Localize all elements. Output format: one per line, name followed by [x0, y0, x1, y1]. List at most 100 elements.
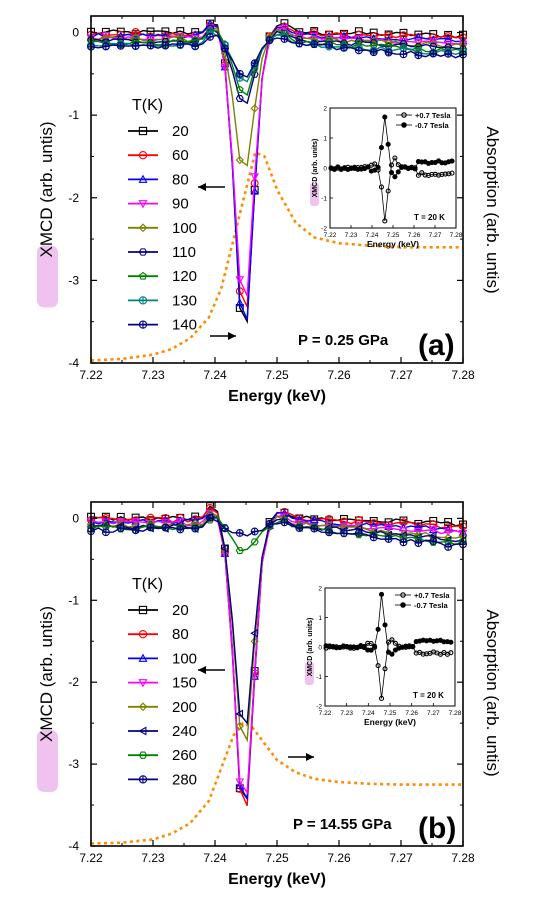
data-point: [138, 223, 148, 233]
data-point: [429, 171, 435, 177]
data-point: [385, 141, 391, 147]
panel-label: (b): [418, 812, 456, 845]
data-point: [389, 651, 395, 657]
data-point: [375, 663, 381, 669]
data-point: [372, 167, 378, 173]
data-point: [414, 528, 423, 536]
inset-y-tick-label: -1: [316, 674, 322, 681]
data-point: [235, 85, 244, 93]
data-point: [414, 534, 423, 542]
inset-y-tick-label: 1: [323, 136, 327, 143]
inset-series: [328, 114, 455, 180]
data-point: [378, 145, 385, 151]
y-tick-label: -2: [68, 191, 79, 205]
data-point: [138, 751, 148, 759]
x-axis-label: Energy (keV): [228, 871, 326, 888]
data-point: [449, 158, 455, 164]
inset-y-axis-label: XMCD (arb. units): [312, 139, 319, 198]
data-point: [382, 666, 388, 672]
inset-x-tick-label: 7.28: [450, 232, 463, 239]
data-point: [365, 164, 371, 170]
data-point: [375, 164, 381, 170]
y-tick-label: -2: [68, 675, 79, 689]
legend-label: 90: [172, 196, 189, 213]
data-point: [309, 30, 319, 39]
data-point: [444, 538, 453, 546]
x-tick-label: 7.26: [327, 368, 351, 382]
data-point: [378, 184, 385, 190]
inset-series: [323, 591, 454, 657]
legend-label: 130: [172, 292, 197, 309]
legend-label: 80: [172, 626, 189, 643]
data-point: [138, 726, 147, 736]
inset-y-tick-label: 2: [318, 586, 322, 593]
inset-x-axis-label: Energy (keV): [367, 239, 419, 249]
y2-axis-label: Absorption (arb. untis): [483, 126, 502, 293]
data-point: [382, 218, 388, 224]
absorption-curve: [90, 721, 463, 845]
inset-x-axis-label: Energy (keV): [364, 717, 416, 727]
y2-axis-label-group: Absorption (arb. untis): [483, 126, 502, 293]
inset-y-tick-label: 0: [323, 166, 327, 173]
data-point: [392, 640, 398, 646]
data-point: [250, 628, 258, 638]
data-point: [161, 513, 170, 522]
data-point: [235, 95, 244, 103]
legend-label: 100: [172, 220, 197, 237]
panel-label: (a): [418, 329, 455, 362]
inset-y-axis-label-group: XMCD (arb. units): [310, 139, 319, 206]
data-point: [138, 200, 148, 209]
data-point: [138, 271, 148, 280]
x-tick-label: 7.23: [141, 851, 165, 865]
x-tick-label: 7.22: [79, 851, 103, 865]
data-point: [448, 650, 454, 656]
data-point: [369, 517, 378, 525]
data-point: [250, 669, 260, 678]
data-point: [428, 526, 438, 535]
data-point: [392, 174, 398, 180]
data-point: [388, 162, 395, 168]
inset-y-tick-label: -2: [321, 226, 327, 233]
y-axis-label: XMCD (arb. untis): [37, 121, 56, 257]
data-point: [138, 679, 148, 688]
ylabel-highlight: [37, 245, 58, 308]
data-point: [401, 122, 407, 128]
y-tick-label: -1: [68, 108, 79, 122]
data-point: [392, 155, 398, 161]
data-point: [401, 112, 407, 118]
inset-y-tick-label: 2: [323, 106, 327, 113]
data-point: [415, 172, 421, 178]
data-point: [384, 533, 393, 541]
legend-label: 280: [172, 771, 197, 788]
inset-x-tick-label: 7.26: [408, 232, 421, 239]
ylabel-highlight: [37, 730, 58, 792]
legend-label: 80: [172, 171, 189, 188]
legend-label: 140: [172, 317, 197, 334]
data-point: [138, 605, 148, 615]
data-point: [280, 24, 289, 33]
inset-temperature-label: T = 20 K: [414, 213, 445, 222]
data-point: [378, 695, 385, 701]
left-arrow-head: [198, 183, 206, 191]
legend-label: 120: [172, 268, 197, 285]
data-point: [389, 637, 395, 643]
legend-label: 200: [172, 699, 197, 716]
data-point: [235, 276, 245, 285]
data-point: [235, 778, 245, 787]
data-point: [382, 114, 388, 120]
data-point: [399, 527, 408, 535]
data-point: [250, 104, 259, 113]
inset-legend-label: -0.7 Tesla: [414, 601, 448, 610]
data-point: [419, 170, 425, 176]
data-point: [220, 544, 229, 553]
inset-ylabel-highlight: [305, 662, 314, 685]
y-axis-label: XMCD (arb. untis): [37, 606, 56, 742]
legend: T(K) 20 60 80 90 100 110 120 130 140: [128, 97, 197, 334]
data-point: [138, 174, 148, 183]
data-point: [205, 23, 215, 32]
inset-x-tick-label: 7.26: [405, 710, 418, 717]
y-tick-label: 0: [72, 511, 79, 525]
inset-x-tick-label: 7.23: [340, 710, 353, 717]
legend-title: T(K): [132, 576, 163, 593]
data-point: [429, 520, 438, 529]
